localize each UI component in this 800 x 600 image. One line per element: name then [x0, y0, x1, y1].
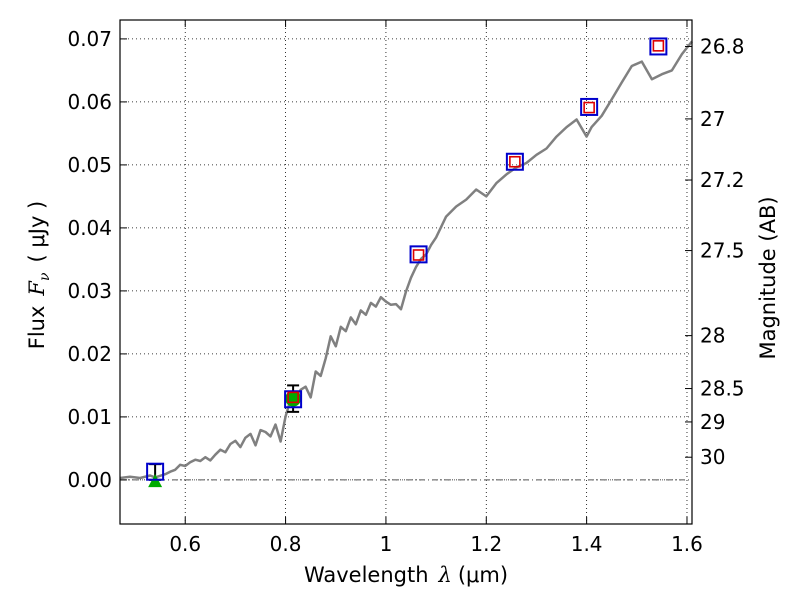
y-tick-label: 0.06: [67, 90, 112, 114]
mag-tick-label: 27.5: [700, 239, 745, 263]
observed-photometry-point: [284, 390, 303, 409]
model-photometry-point: [583, 101, 595, 114]
mag-tick-label: 28.5: [700, 377, 745, 401]
mag-tick-label: 29: [700, 410, 725, 434]
y-tick-label: 0.00: [67, 468, 112, 492]
y-tick-label: 0.01: [67, 405, 112, 429]
model-photometry-point: [412, 249, 425, 261]
mag-tick-label: 27.2: [700, 168, 745, 192]
series-group: [119, 40, 693, 480]
y-tick-label: 0.05: [67, 153, 112, 177]
observed-photometry-point: [146, 462, 165, 481]
x-tick-label: 0.6: [169, 532, 201, 556]
x-tick-label: 1.6: [671, 532, 703, 556]
x-tick-label: 1.4: [571, 532, 603, 556]
mag-tick-label: 26.8: [700, 34, 745, 58]
markers-group: [146, 37, 668, 488]
y-tick-label: 0.04: [67, 216, 112, 240]
mag-tick-label: 27: [700, 107, 725, 131]
y-tick-label: 0.03: [67, 279, 112, 303]
x-tick-label: 1: [380, 532, 393, 556]
ticks-group: 0.6 0.8 1 1.2 1.4 1.6 0.00 0.01 0.02 0.03 0.04 0.05…: [67, 20, 745, 556]
x-tick-label: 1.2: [470, 532, 502, 556]
x-tick-label: 0.8: [270, 532, 302, 556]
mag-tick-label: 28: [700, 324, 725, 348]
y-tick-label: 0.02: [67, 342, 112, 366]
sed-model-line: [119, 40, 693, 480]
observed-photometry-point: [505, 152, 524, 171]
model-photometry-point: [287, 391, 299, 404]
model-photometry-point: [509, 155, 521, 168]
x-axis-label: Wavelength λ (μm): [304, 563, 508, 587]
y2-axis-label: Magnitude (AB): [756, 196, 780, 359]
plot-frame: [119, 19, 693, 525]
y-tick-label: 0.07: [67, 27, 112, 51]
observed-photometry-point: [649, 37, 668, 56]
model-photometry-point: [652, 40, 665, 52]
y-axis-label: FluxFν( μJy ): [25, 201, 53, 349]
mag-tick-label: 30: [700, 445, 725, 469]
observed-photometry-point: [580, 97, 599, 116]
observed-photometry-point: [409, 245, 428, 264]
